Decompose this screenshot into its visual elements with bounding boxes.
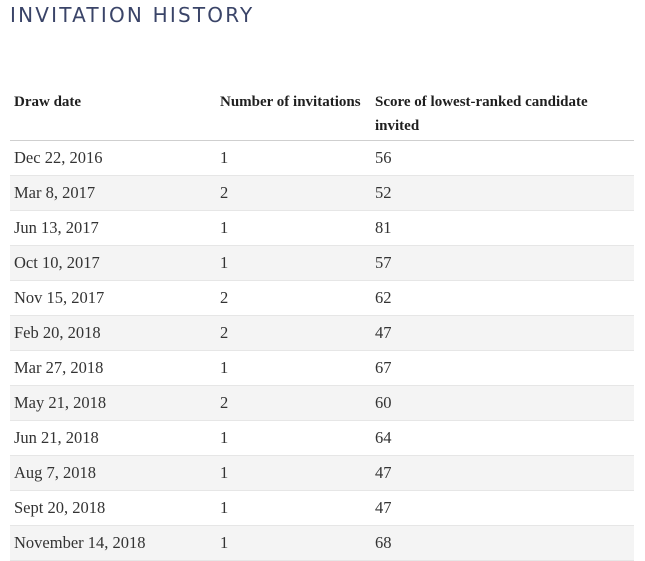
table-row: Mar 27, 2018 1 67 bbox=[10, 350, 634, 386]
cell-lowest-score: 52 bbox=[371, 175, 634, 211]
table-row: Dec 22, 2016 1 56 bbox=[10, 140, 634, 176]
table-row: Oct 10, 2017 1 57 bbox=[10, 245, 634, 281]
cell-lowest-score: 64 bbox=[371, 420, 634, 456]
cell-draw-date: Mar 27, 2018 bbox=[10, 350, 216, 386]
cell-lowest-score: 47 bbox=[371, 315, 634, 351]
cell-draw-date: Jun 21, 2018 bbox=[10, 420, 216, 456]
column-header-draw-date: Draw date bbox=[10, 88, 216, 141]
cell-lowest-score: 68 bbox=[371, 525, 634, 561]
cell-draw-date: Aug 7, 2018 bbox=[10, 455, 216, 491]
cell-draw-date: Oct 10, 2017 bbox=[10, 245, 216, 281]
cell-number-of-invitations: 1 bbox=[216, 245, 371, 281]
cell-number-of-invitations: 1 bbox=[216, 350, 371, 386]
cell-lowest-score: 60 bbox=[371, 385, 634, 421]
cell-lowest-score: 47 bbox=[371, 490, 634, 526]
cell-draw-date: May 21, 2018 bbox=[10, 385, 216, 421]
table-row: Mar 8, 2017 2 52 bbox=[10, 175, 634, 211]
cell-draw-date: Dec 22, 2016 bbox=[10, 140, 216, 176]
cell-draw-date: November 14, 2018 bbox=[10, 525, 216, 561]
cell-draw-date: Feb 20, 2018 bbox=[10, 315, 216, 351]
cell-draw-date: Nov 15, 2017 bbox=[10, 280, 216, 316]
table-row: Feb 20, 2018 2 47 bbox=[10, 315, 634, 351]
page-title: INVITATION HISTORY bbox=[10, 3, 255, 27]
cell-number-of-invitations: 1 bbox=[216, 210, 371, 246]
cell-number-of-invitations: 2 bbox=[216, 175, 371, 211]
cell-draw-date: Mar 8, 2017 bbox=[10, 175, 216, 211]
cell-draw-date: Sept 20, 2018 bbox=[10, 490, 216, 526]
table-body: Dec 22, 2016 1 56 Mar 8, 2017 2 52 Jun 1… bbox=[10, 140, 634, 561]
table-row: Sept 20, 2018 1 47 bbox=[10, 490, 634, 526]
column-header-lowest-score: Score of lowest-ranked candidate invited bbox=[371, 88, 634, 141]
cell-lowest-score: 67 bbox=[371, 350, 634, 386]
table-row: Jun 13, 2017 1 81 bbox=[10, 210, 634, 246]
table-header-row: Draw date Number of invitations Score of… bbox=[10, 88, 634, 141]
column-header-number-of-invitations: Number of invitations bbox=[216, 88, 371, 141]
cell-number-of-invitations: 2 bbox=[216, 315, 371, 351]
cell-lowest-score: 56 bbox=[371, 140, 634, 176]
cell-number-of-invitations: 1 bbox=[216, 140, 371, 176]
invitation-history-table: Draw date Number of invitations Score of… bbox=[10, 88, 634, 561]
cell-draw-date: Jun 13, 2017 bbox=[10, 210, 216, 246]
cell-number-of-invitations: 1 bbox=[216, 420, 371, 456]
cell-lowest-score: 81 bbox=[371, 210, 634, 246]
cell-number-of-invitations: 1 bbox=[216, 455, 371, 491]
cell-number-of-invitations: 2 bbox=[216, 385, 371, 421]
table-row: Jun 21, 2018 1 64 bbox=[10, 420, 634, 456]
cell-lowest-score: 47 bbox=[371, 455, 634, 491]
cell-lowest-score: 62 bbox=[371, 280, 634, 316]
table-row: Aug 7, 2018 1 47 bbox=[10, 455, 634, 491]
cell-number-of-invitations: 1 bbox=[216, 490, 371, 526]
table-row: Nov 15, 2017 2 62 bbox=[10, 280, 634, 316]
table-row: May 21, 2018 2 60 bbox=[10, 385, 634, 421]
cell-number-of-invitations: 1 bbox=[216, 525, 371, 561]
table-row: November 14, 2018 1 68 bbox=[10, 525, 634, 561]
cell-number-of-invitations: 2 bbox=[216, 280, 371, 316]
cell-lowest-score: 57 bbox=[371, 245, 634, 281]
